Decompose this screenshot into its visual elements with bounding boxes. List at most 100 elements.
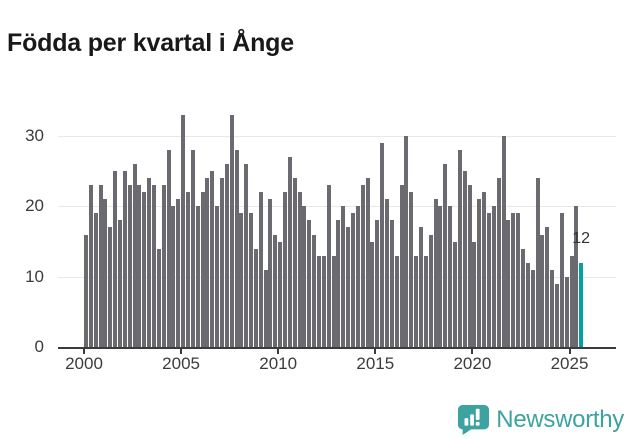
- bar: [418, 227, 423, 347]
- y-axis-label: 20: [25, 196, 44, 216]
- bar: [365, 178, 370, 347]
- bar: [326, 185, 331, 347]
- bar: [370, 241, 375, 347]
- bar: [166, 150, 171, 347]
- bar: [360, 185, 365, 347]
- y-axis-label: 0: [34, 337, 44, 356]
- page-title: Födda per kvartal i Ånge: [7, 28, 294, 57]
- x-axis-tick: [471, 349, 474, 354]
- bar: [331, 255, 336, 347]
- bar: [467, 185, 472, 347]
- bar: [554, 283, 559, 347]
- bar: [190, 150, 195, 347]
- bar: [185, 192, 190, 347]
- bar: [351, 213, 356, 347]
- bar: [375, 220, 380, 347]
- bar: [321, 255, 326, 347]
- bar: [443, 164, 448, 347]
- bar: [93, 213, 98, 347]
- bar: [404, 136, 409, 347]
- bar: [137, 185, 142, 347]
- x-axis-label: 2025: [550, 354, 589, 373]
- bar: [317, 255, 322, 347]
- bar: [127, 185, 132, 347]
- bar: [176, 199, 181, 347]
- bar: [142, 192, 147, 347]
- x-axis-label: 2010: [259, 354, 298, 373]
- bar: [346, 227, 351, 347]
- last-value-label: 12: [572, 230, 590, 247]
- bar: [525, 262, 530, 347]
- highlighted-bar: [579, 262, 584, 347]
- bar: [263, 269, 268, 347]
- bar: [215, 206, 220, 347]
- x-axis-label: 2015: [356, 354, 395, 373]
- bar: [506, 220, 511, 347]
- bar: [210, 171, 215, 347]
- x-axis-label: 2000: [65, 354, 103, 373]
- bar: [117, 220, 122, 347]
- bar: [278, 241, 283, 347]
- bar: [268, 199, 273, 347]
- bar: [520, 248, 525, 347]
- bar: [205, 178, 210, 347]
- bar: [156, 248, 161, 347]
- bar: [385, 199, 389, 347]
- bar: [151, 185, 156, 347]
- bar: [234, 150, 239, 347]
- bar: [302, 206, 307, 347]
- bar: [574, 206, 579, 347]
- bar: [147, 178, 152, 347]
- bar: [307, 220, 312, 347]
- bar: [462, 171, 467, 347]
- bar: [297, 192, 302, 347]
- bar: [336, 220, 341, 347]
- y-axis-label: 30: [25, 126, 44, 146]
- bar: [181, 115, 186, 347]
- bar: [113, 171, 118, 347]
- bar: [312, 234, 317, 347]
- x-axis-tick: [277, 349, 280, 354]
- bar: [244, 164, 249, 347]
- bar: [132, 164, 137, 347]
- bar: [224, 164, 229, 347]
- bar: [452, 241, 457, 347]
- bar: [433, 199, 438, 347]
- bar: [239, 213, 244, 347]
- bar: [219, 178, 224, 347]
- bar: [341, 206, 346, 347]
- bar: [258, 192, 263, 347]
- x-axis-label: 2020: [453, 354, 492, 373]
- x-axis-label: 2005: [162, 354, 200, 373]
- bar: [380, 143, 385, 347]
- bar: [355, 206, 360, 347]
- bar: [195, 206, 200, 347]
- bar: [292, 178, 297, 347]
- bar: [550, 269, 555, 347]
- bar: [559, 213, 564, 347]
- x-axis-tick: [568, 349, 571, 354]
- bar: [273, 234, 278, 347]
- y-axis-label: 10: [25, 266, 44, 286]
- bar: [171, 206, 176, 347]
- bar: [516, 213, 521, 347]
- bar: [482, 192, 487, 347]
- bar: [423, 255, 428, 347]
- bar: [569, 255, 574, 347]
- bar: [486, 213, 491, 347]
- bar: [414, 255, 419, 347]
- bar: [491, 206, 496, 347]
- bar: [394, 255, 399, 347]
- x-axis-tick: [83, 349, 85, 354]
- bar: [103, 199, 108, 347]
- newsworthy-logo: Newsworthy: [457, 404, 624, 436]
- bar: [108, 227, 113, 347]
- bar: [249, 213, 254, 347]
- bar: [98, 185, 103, 347]
- bar: [283, 192, 288, 347]
- bar: [472, 241, 477, 347]
- bar: [530, 269, 535, 347]
- bar: [253, 248, 258, 347]
- bar: [511, 213, 516, 347]
- bar: [389, 220, 394, 347]
